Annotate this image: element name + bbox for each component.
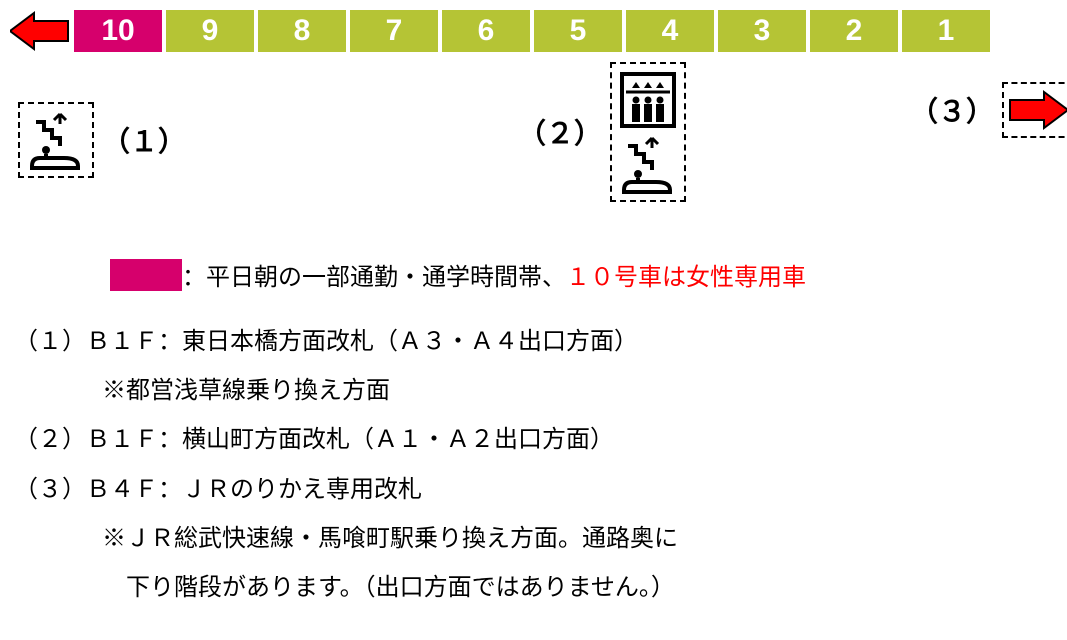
car-4: 4 — [626, 10, 714, 52]
car-9: 9 — [166, 10, 254, 52]
desc-line-3: （２）Ｂ１Ｆ：横山町方面改札（Ａ１・Ａ２出口方面） — [14, 415, 1057, 464]
car-2: 2 — [810, 10, 898, 52]
facility-box-1 — [18, 102, 94, 178]
train-car-row: 10987654321 — [10, 10, 1057, 52]
facility-label-2: （２） — [518, 112, 602, 152]
escalator-icon — [618, 134, 678, 194]
car-10: 10 — [74, 10, 162, 52]
car-1: 1 — [902, 10, 990, 52]
legend-text-black: ：平日朝の一部通勤・通学時間帯、 — [182, 257, 566, 292]
legend-swatch — [110, 259, 182, 291]
facility-group-3: （３） — [910, 82, 1067, 138]
facility-row: （１） （２） — [10, 62, 1057, 242]
elevator-icon — [618, 70, 678, 130]
car-7: 7 — [350, 10, 438, 52]
desc-line-5: ※ＪＲ総武快速線・馬喰町駅乗り換え方面。通路奥に — [14, 514, 1057, 563]
desc-line-2: ※都営浅草線乗り換え方面 — [14, 366, 1057, 415]
legend: ：平日朝の一部通勤・通学時間帯、 １０号車は女性専用車 — [110, 257, 1057, 292]
desc-line-1: （１）Ｂ１Ｆ：東日本橋方面改札（Ａ３・Ａ４出口方面） — [14, 317, 1057, 366]
car-6: 6 — [442, 10, 530, 52]
desc-line-6: 下り階段があります。（出口方面ではありません。） — [14, 563, 1057, 612]
car-strip: 10987654321 — [74, 10, 990, 52]
facility-box-3 — [1002, 82, 1067, 138]
facility-group-1: （１） — [18, 102, 186, 178]
facility-group-2: （２） — [518, 62, 686, 202]
legend-text-red: １０号車は女性専用車 — [566, 257, 806, 292]
car-8: 8 — [258, 10, 346, 52]
facility-box-2 — [610, 62, 686, 202]
facility-label-3: （３） — [910, 90, 994, 130]
car-3: 3 — [718, 10, 806, 52]
escalator-icon — [26, 110, 86, 170]
desc-line-4: （３）Ｂ４Ｆ：ＪＲのりかえ専用改札 — [14, 465, 1057, 514]
arrow-left-icon — [10, 11, 70, 51]
arrow-right-icon — [1008, 88, 1067, 132]
car-5: 5 — [534, 10, 622, 52]
facility-label-1: （１） — [102, 120, 186, 160]
description-list: （１）Ｂ１Ｆ：東日本橋方面改札（Ａ３・Ａ４出口方面） ※都営浅草線乗り換え方面 … — [10, 317, 1057, 612]
